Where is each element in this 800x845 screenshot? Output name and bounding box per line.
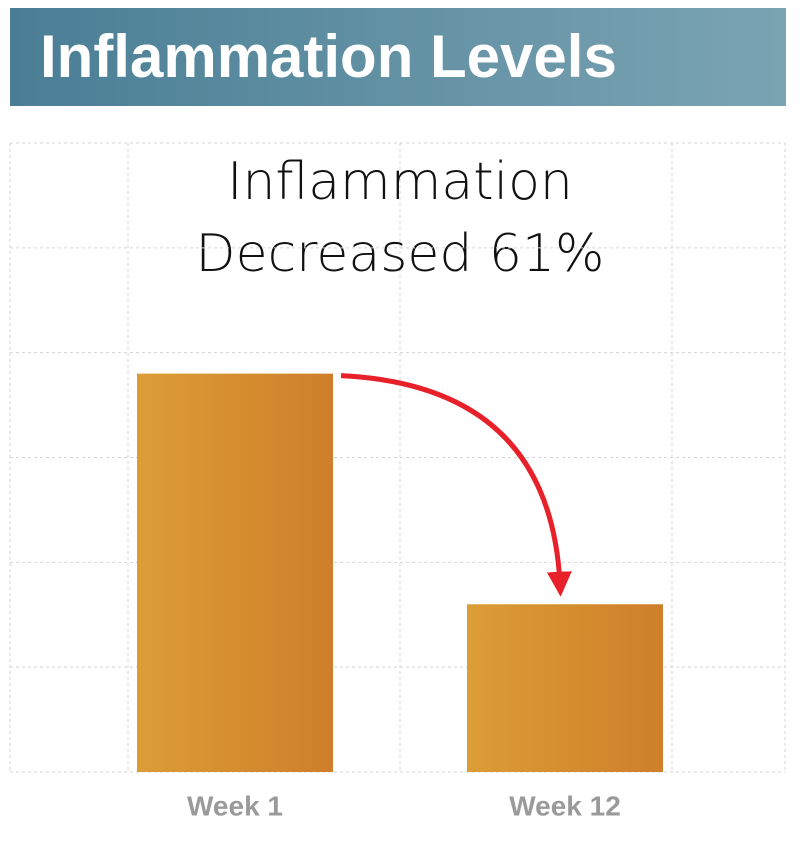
annotation: Inflammation <box>227 152 573 212</box>
annotation: Decreased 61% <box>196 224 605 284</box>
x-tick-label: Week 12 <box>509 790 621 821</box>
x-tick-label: Week 1 <box>187 790 283 821</box>
decrease-arrow <box>340 373 572 597</box>
bar <box>467 604 663 772</box>
title-banner: Inflammation Levels <box>10 8 786 106</box>
bar <box>137 373 333 772</box>
chart-title: Inflammation Levels <box>40 23 617 90</box>
